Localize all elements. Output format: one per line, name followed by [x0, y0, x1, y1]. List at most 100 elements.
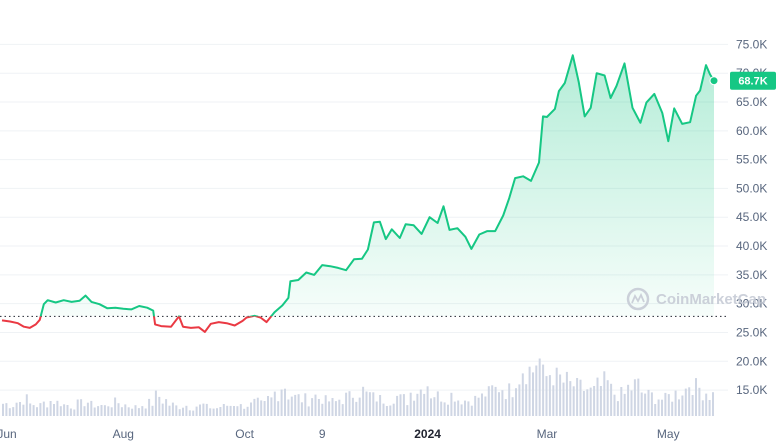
volume-bar: [392, 403, 395, 416]
volume-bar: [63, 404, 66, 416]
volume-bar: [8, 408, 11, 416]
volume-bar: [114, 397, 117, 416]
volume-bar: [120, 407, 123, 416]
volume-bars: [2, 358, 714, 416]
volume-bar: [86, 402, 89, 416]
volume-bar: [419, 389, 422, 416]
volume-bar: [300, 402, 303, 416]
volume-bar: [525, 384, 528, 416]
volume-bar: [304, 393, 307, 416]
volume-bar: [555, 367, 558, 416]
volume-bar: [565, 371, 568, 416]
x-tick-label: 2024: [414, 427, 441, 441]
volume-bar: [171, 402, 174, 416]
volume-bar: [331, 398, 334, 416]
y-tick-label: 25.0K: [736, 325, 767, 339]
volume-bar: [334, 401, 337, 416]
volume-bar: [36, 407, 38, 416]
volume-bar: [708, 400, 711, 416]
volume-bar: [267, 396, 269, 416]
volume-bar: [226, 405, 229, 416]
volume-bar: [436, 391, 439, 416]
volume-bar: [270, 397, 273, 416]
volume-bar: [606, 380, 609, 416]
watermark: CoinMarketCap: [626, 287, 766, 311]
volume-bar: [630, 390, 633, 416]
volume-bar: [650, 392, 653, 416]
volume-bar: [260, 400, 263, 416]
volume-bar: [599, 386, 602, 416]
y-tick-label: 75.0K: [736, 37, 767, 51]
volume-bar: [498, 392, 500, 416]
volume-bar: [355, 401, 358, 416]
y-axis: 15.0K 20.0K 25.0K 30.0K 35.0K 40.0K 45.0K 50.0K…: [736, 37, 767, 397]
volume-bar: [263, 401, 266, 416]
coinmarketcap-logo-icon: [626, 287, 650, 311]
volume-bar: [19, 402, 21, 416]
volume-bar: [440, 401, 443, 416]
volume-bar: [202, 403, 205, 416]
volume-bar: [107, 406, 110, 416]
volume-bar: [2, 403, 4, 416]
volume-bar: [12, 407, 15, 416]
volume-bar: [83, 406, 86, 416]
volume-bar: [165, 399, 168, 416]
volume-bar: [389, 405, 392, 416]
volume-bar: [341, 404, 344, 416]
volume-bar: [426, 386, 429, 416]
volume-bar: [219, 407, 222, 416]
volume-bar: [117, 403, 120, 416]
volume-bar: [623, 393, 626, 416]
volume-bar: [712, 392, 714, 416]
volume-bar: [586, 389, 589, 416]
volume-bar: [535, 365, 538, 416]
volume-bar: [243, 408, 246, 416]
volume-bar: [382, 403, 385, 416]
volume-bar: [168, 405, 171, 416]
volume-bar: [134, 405, 137, 416]
volume-bar: [667, 394, 670, 416]
volume-bar: [477, 397, 480, 416]
y-tick-label: 15.0K: [736, 383, 767, 397]
x-tick-label: Aug: [113, 427, 134, 441]
volume-bar: [365, 391, 368, 416]
volume-bar: [338, 399, 341, 416]
volume-bar: [552, 385, 555, 416]
volume-bar: [56, 400, 59, 416]
volume-bar: [508, 383, 511, 416]
y-tick-label: 50.0K: [736, 181, 767, 195]
volume-bar: [161, 403, 164, 416]
volume-bar: [593, 386, 596, 416]
volume-bar: [110, 407, 113, 416]
volume-bar: [413, 400, 416, 416]
volume-bar: [654, 404, 657, 416]
volume-bar: [131, 408, 134, 416]
price-line-above-reference: [39, 54, 715, 317]
volume-bar: [515, 388, 517, 416]
volume-bar: [423, 393, 426, 416]
current-price-label: 68.7K: [738, 76, 767, 88]
volume-bar: [548, 375, 551, 416]
volume-bar: [402, 394, 405, 416]
volume-bar: [569, 381, 572, 416]
volume-bar: [314, 394, 317, 416]
volume-bar: [372, 392, 375, 416]
volume-bar: [362, 386, 365, 416]
volume-bar: [518, 384, 521, 416]
volume-bar: [579, 379, 582, 416]
volume-bar: [321, 403, 324, 416]
volume-bar: [253, 398, 256, 416]
volume-bar: [317, 399, 320, 416]
volume-bar: [154, 390, 157, 416]
volume-bar: [250, 402, 252, 416]
volume-bar: [433, 397, 436, 416]
volume-bar: [447, 404, 449, 416]
current-price-badge-bg: [730, 71, 776, 90]
volume-bar: [542, 364, 545, 416]
volume-bar: [545, 376, 548, 416]
volume-bar: [29, 403, 32, 416]
volume-bar: [345, 392, 348, 416]
volume-bar: [22, 404, 25, 416]
volume-bar: [647, 389, 650, 416]
volume-bar: [209, 408, 212, 416]
